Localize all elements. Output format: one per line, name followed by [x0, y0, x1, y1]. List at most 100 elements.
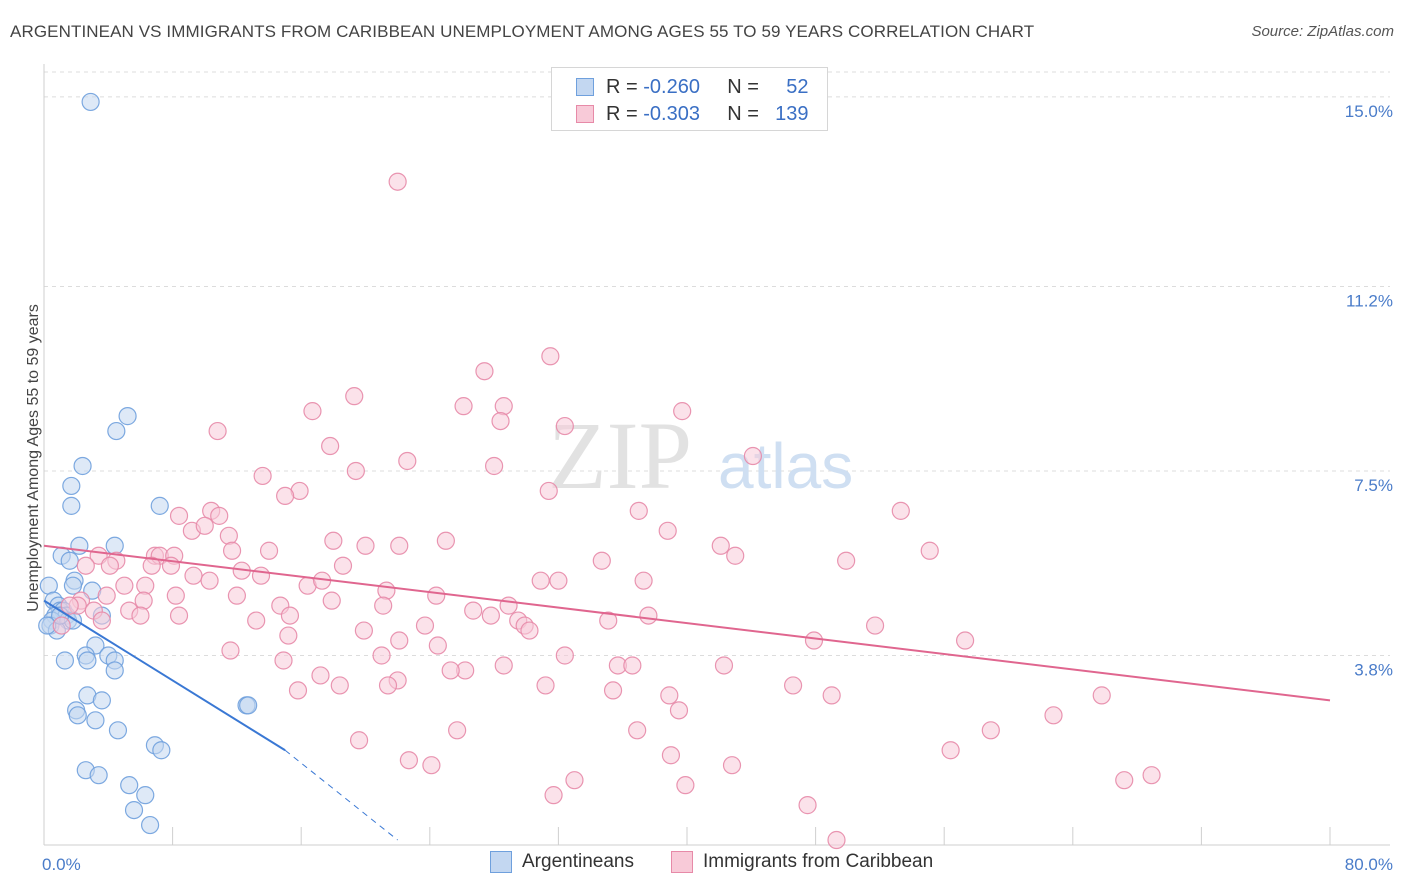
point-caribbean — [349, 731, 369, 750]
point-caribbean — [321, 436, 340, 456]
point-caribbean — [345, 387, 364, 406]
point-argentineans — [60, 551, 79, 570]
point-caribbean — [520, 621, 539, 640]
legend-n-label: N = — [727, 102, 759, 125]
point-caribbean — [941, 741, 960, 760]
point-caribbean — [372, 646, 391, 665]
y-tick-label: 11.2% — [1346, 291, 1393, 310]
point-caribbean — [448, 721, 467, 740]
point-caribbean — [251, 566, 271, 585]
legend-swatch-pink — [576, 105, 594, 123]
point-caribbean — [227, 586, 246, 605]
point-caribbean — [428, 636, 447, 655]
point-caribbean — [280, 606, 300, 625]
point-caribbean — [378, 676, 398, 695]
legend-n-value: 139 — [775, 102, 809, 125]
point-caribbean — [955, 631, 975, 650]
point-caribbean — [743, 446, 763, 466]
point-caribbean — [544, 786, 563, 805]
point-caribbean — [222, 541, 242, 560]
point-caribbean — [599, 611, 618, 630]
point-caribbean — [288, 681, 308, 700]
y-tick-label: 7.5% — [1354, 476, 1393, 495]
x-tick-label: 80.0% — [1345, 855, 1393, 874]
point-argentineans — [140, 815, 160, 835]
point-caribbean — [660, 686, 679, 705]
point-caribbean — [398, 451, 417, 471]
point-caribbean — [783, 676, 803, 695]
legend-item-caribbean[interactable]: Immigrants from Caribbean — [671, 851, 933, 873]
point-caribbean — [673, 402, 692, 421]
point-caribbean — [804, 631, 824, 650]
point-caribbean — [388, 172, 407, 191]
legend-swatch-blue — [576, 78, 594, 96]
point-caribbean — [100, 556, 120, 575]
point-caribbean — [76, 556, 95, 575]
point-argentineans — [86, 711, 105, 730]
point-caribbean — [549, 571, 568, 590]
point-caribbean — [722, 756, 742, 775]
point-caribbean — [377, 581, 396, 600]
point-caribbean — [390, 536, 409, 555]
legend-swatch-pink — [671, 851, 693, 873]
point-caribbean — [865, 616, 885, 635]
point-caribbean — [891, 501, 910, 520]
point-caribbean — [592, 551, 611, 570]
point-caribbean — [115, 576, 134, 595]
point-caribbean — [399, 751, 419, 770]
point-argentineans — [63, 576, 83, 595]
legend-r-label: R = — [606, 102, 638, 125]
point-argentineans — [73, 456, 92, 476]
axes — [43, 64, 1390, 846]
point-argentineans — [120, 776, 139, 795]
point-caribbean — [195, 516, 214, 535]
point-caribbean — [1142, 766, 1161, 785]
point-argentineans — [239, 696, 258, 715]
point-caribbean — [169, 606, 189, 625]
point-caribbean — [539, 481, 558, 501]
legend-label: Argentineans — [522, 851, 634, 872]
point-caribbean — [200, 571, 219, 590]
point-caribbean — [634, 571, 653, 590]
point-argentineans — [136, 786, 155, 805]
point-caribbean — [981, 721, 1000, 740]
trend-lines — [43, 544, 1331, 841]
point-argentineans — [108, 721, 128, 740]
point-caribbean — [259, 541, 279, 560]
point-caribbean — [247, 611, 266, 630]
trend-line-caribbean — [43, 544, 1331, 702]
point-caribbean — [494, 397, 513, 416]
point-caribbean — [333, 556, 353, 575]
point-argentineans — [118, 407, 137, 426]
point-caribbean — [661, 746, 681, 765]
point-argentineans — [78, 651, 97, 670]
chart-source: Source: ZipAtlas.com — [1251, 23, 1394, 40]
point-caribbean — [166, 586, 185, 605]
point-caribbean — [184, 566, 203, 585]
series-legend: Argentineans Immigrants from Caribbean — [0, 851, 1406, 877]
point-caribbean — [303, 402, 322, 421]
point-caribbean — [494, 656, 513, 675]
legend-n-value: 52 — [786, 75, 809, 98]
point-caribbean — [454, 397, 473, 416]
legend-row-caribbean: R = -0.303 N = 139 — [576, 102, 809, 126]
legend-item-argentineans[interactable]: Argentineans — [490, 851, 634, 873]
point-caribbean — [330, 676, 349, 695]
point-caribbean — [491, 411, 510, 431]
point-caribbean — [676, 776, 695, 795]
point-caribbean — [134, 591, 153, 610]
point-caribbean — [669, 701, 689, 720]
point-caribbean — [464, 601, 483, 620]
point-caribbean — [541, 347, 560, 366]
point-caribbean — [97, 586, 116, 605]
point-caribbean — [711, 536, 730, 555]
point-caribbean — [356, 536, 375, 555]
point-caribbean — [1115, 771, 1134, 790]
point-caribbean — [52, 616, 71, 635]
point-caribbean — [837, 551, 856, 570]
correlation-legend: R = -0.260 N = 52 R = -0.303 N = 139 — [551, 67, 828, 131]
point-caribbean — [536, 676, 555, 695]
point-caribbean — [827, 830, 846, 850]
point-caribbean — [354, 621, 373, 640]
